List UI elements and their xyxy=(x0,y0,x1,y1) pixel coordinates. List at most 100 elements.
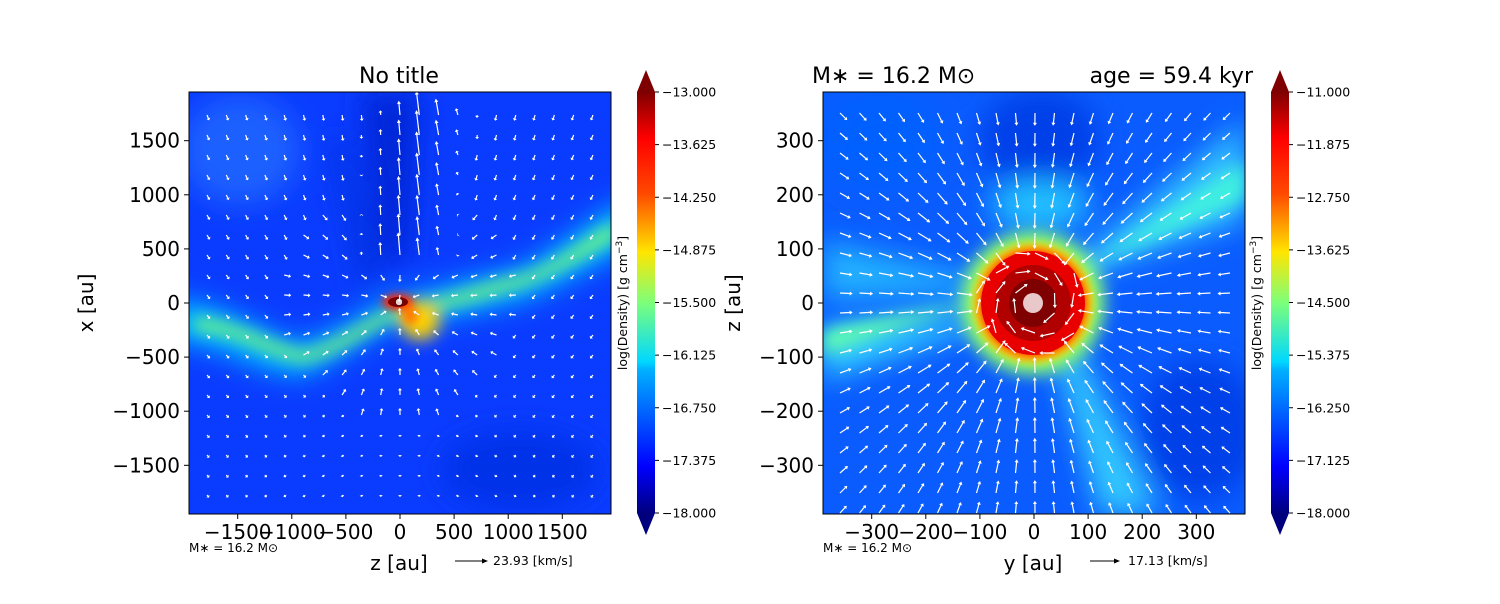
left-velocity-arrow xyxy=(396,194,401,216)
right-velocity-arrow xyxy=(1184,484,1192,494)
right-velocity-arrow xyxy=(839,485,848,494)
right-velocity-arrow xyxy=(917,364,932,374)
right-velocity-arrow xyxy=(839,132,848,140)
right-velocity-arrow xyxy=(1145,112,1153,123)
right-ytick-label: 0 xyxy=(801,291,814,315)
right-velocity-arrow xyxy=(995,480,1000,494)
left-velocity-arrow xyxy=(283,134,288,141)
right-ytick-label: 300 xyxy=(776,129,814,153)
left-velocity-arrow xyxy=(493,374,497,378)
right-velocity-arrow xyxy=(1136,309,1153,314)
left-velocity-arrow xyxy=(434,98,440,116)
right-velocity-arrow xyxy=(1198,367,1211,374)
right-velocity-arrow xyxy=(1145,463,1153,474)
left-velocity-arrow xyxy=(341,312,349,316)
right-velocity-arrow xyxy=(1222,132,1231,140)
left-velocity-arrow xyxy=(302,194,307,201)
left-velocity-arrow xyxy=(435,246,440,256)
right-velocity-arrow xyxy=(859,406,870,414)
left-velocity-arrow xyxy=(244,474,248,478)
right-velocity-arrow xyxy=(878,444,888,454)
left-velocity-arrow xyxy=(513,374,517,378)
left-velocity-arrow xyxy=(570,294,575,300)
right-xtick-label: −300 xyxy=(844,520,899,544)
left-velocity-arrow xyxy=(341,254,348,260)
right-velocity-arrow xyxy=(956,152,964,166)
left-velocity-arrow xyxy=(413,310,420,316)
right-velocity-arrow xyxy=(1015,269,1031,274)
left-velocity-arrow xyxy=(396,232,401,256)
right-velocity-arrow xyxy=(878,152,888,162)
right-velocity-arrow xyxy=(1197,252,1211,258)
right-velocity-arrow xyxy=(1014,357,1021,374)
right-velocity-arrow xyxy=(1032,152,1037,169)
right-velocity-arrow xyxy=(898,385,911,394)
left-velocity-arrow xyxy=(397,274,402,282)
left-velocity-arrow xyxy=(378,494,383,498)
left-velocity-arrow xyxy=(302,214,307,221)
right-velocity-arrow xyxy=(1032,232,1037,249)
right-velocity-arrow xyxy=(878,132,887,142)
left-velocity-arrow xyxy=(415,194,420,216)
right-velocity-arrow xyxy=(1120,382,1133,394)
right-velocity-arrow xyxy=(1050,438,1056,454)
left-velocity-arrow xyxy=(245,174,249,181)
right-velocity-arrow xyxy=(995,152,1001,168)
left-velocity-arrow xyxy=(225,414,230,418)
left-velocity-arrow xyxy=(570,394,575,399)
right-velocity-arrow xyxy=(990,318,997,334)
right-velocity-arrow xyxy=(1034,252,1049,260)
left-velocity-arrow xyxy=(303,331,311,336)
right-velocity-arrow xyxy=(1217,291,1231,296)
left-velocity-arrow xyxy=(378,204,383,216)
left-velocity-arrow xyxy=(570,234,575,240)
right-velocity-arrow xyxy=(1156,272,1172,278)
right-velocity-arrow xyxy=(1081,342,1094,354)
right-velocity-arrow xyxy=(1139,383,1153,394)
left-velocity-arrow xyxy=(284,312,292,317)
right-velocity-arrow xyxy=(917,422,928,434)
left-velocity-arrow xyxy=(474,194,479,201)
left-velocity-arrow xyxy=(359,134,364,139)
left-velocity-arrow xyxy=(225,454,229,458)
right-velocity-arrow xyxy=(1136,272,1153,279)
right-velocity-arrow xyxy=(1163,444,1172,454)
right-velocity-arrow xyxy=(956,212,968,226)
right-velocity-arrow xyxy=(936,441,945,454)
right-velocity-arrow xyxy=(1156,328,1172,334)
left-velocity-arrow xyxy=(551,294,555,300)
right-velocity-arrow xyxy=(975,298,982,314)
left-velocity-arrow xyxy=(417,474,422,478)
left-velocity-arrow xyxy=(475,134,480,140)
left-ylabel: x [au] xyxy=(74,274,98,333)
right-velocity-arrow xyxy=(1032,480,1037,494)
left-colorbar: −13.000 −13.625 −14.250 −14.875 −15.500 −16.1… xyxy=(615,70,716,535)
left-velocity-arrow xyxy=(206,394,210,399)
left-velocity-arrow xyxy=(380,274,385,281)
right-velocity-arrow xyxy=(1020,327,1036,334)
right-velocity-arrow xyxy=(898,328,915,334)
left-velocity-arrow xyxy=(551,414,555,418)
right-velocity-arrow xyxy=(1126,482,1134,494)
left-velocity-arrow xyxy=(283,474,287,478)
right-velocity-arrow xyxy=(1223,505,1231,514)
left-ytick-label: −1000 xyxy=(112,399,180,423)
left-velocity-arrow xyxy=(589,234,594,240)
right-ytick-label: −200 xyxy=(759,399,814,423)
left-colorbar-tick-label: −15.500 xyxy=(662,295,716,310)
right-velocity-arrow xyxy=(1051,480,1056,494)
right-velocity-arrow xyxy=(956,292,973,297)
right-velocity-arrow xyxy=(1063,340,1075,354)
left-velocity-arrow xyxy=(206,194,211,200)
right-velocity-arrow xyxy=(1006,320,1016,334)
right-velocity-arrow xyxy=(898,463,906,474)
right-velocity-arrow xyxy=(917,309,934,314)
left-ticks: −1500−1000−500 0 500 1000 1500−1500−1000−500… xyxy=(112,129,587,544)
left-velocity-arrow xyxy=(489,274,497,279)
left-velocity-arrow xyxy=(283,515,286,518)
right-velocity-arrow xyxy=(878,484,886,494)
right-velocity-arrow xyxy=(1120,212,1133,224)
left-velocity-arrow xyxy=(489,331,497,336)
left-velocity-arrow xyxy=(508,312,516,317)
right-velocity-arrow xyxy=(956,419,965,434)
